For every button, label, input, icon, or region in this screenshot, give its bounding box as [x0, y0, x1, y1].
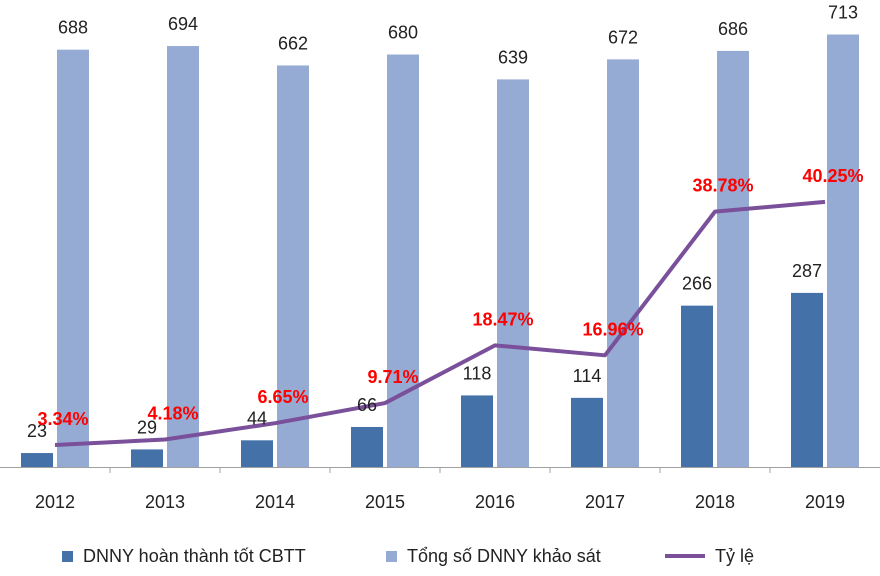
series-dnny-bars: [21, 292, 823, 467]
data-label-total-2012: 688: [58, 18, 88, 38]
data-label-dnny-2012: 23: [27, 421, 47, 441]
bar-dnny-2014: [241, 440, 273, 467]
x-tick-label-2019: 2019: [805, 492, 845, 512]
x-tick-label-2014: 2014: [255, 492, 295, 512]
legend-item-ratio: Tỷ lệ: [665, 546, 754, 567]
bar-total-2015: [387, 54, 419, 468]
legend-swatch-dnny: [62, 550, 73, 562]
legend-swatch-ratio: [665, 554, 705, 558]
bar-total-2017: [607, 59, 639, 468]
bar-dnny-2016: [461, 395, 493, 467]
bar-dnny-2013: [131, 449, 163, 467]
x-tick-label-2015: 2015: [365, 492, 405, 512]
bar-total-2016: [497, 79, 529, 467]
legend: DNNY hoàn thành tốt CBTT Tổng số DNNY kh…: [0, 540, 880, 572]
chart: 2012 2013 2014 2015 2016 2017 2018 2019 23 688 29…: [0, 3, 880, 512]
data-label-dnny-2017: 114: [573, 366, 602, 386]
bar-total-2013: [167, 46, 199, 467]
data-label-total-2017: 672: [608, 27, 638, 47]
x-tick-label-2016: 2016: [475, 492, 515, 512]
data-label-total-2013: 694: [168, 14, 198, 34]
data-label-ratio-2019: 40.25%: [802, 166, 863, 186]
data-label-ratio-2012: 3.34%: [37, 409, 88, 429]
data-label-dnny-2013: 29: [137, 417, 157, 437]
data-label-dnny-2016: 118: [463, 363, 492, 383]
legend-label-dnny: DNNY hoàn thành tốt CBTT: [83, 545, 306, 566]
data-label-ratio-2015: 9.71%: [367, 367, 418, 387]
bar-dnny-2018: [681, 305, 713, 467]
data-label-ratio-2016: 18.47%: [472, 309, 533, 329]
x-axis: 2012 2013 2014 2015 2016 2017 2018 2019: [0, 467, 880, 512]
data-label-dnny-2018: 266: [682, 274, 712, 294]
data-label-ratio-2014: 6.65%: [257, 387, 308, 407]
data-label-dnny-2015: 66: [357, 395, 377, 415]
data-label-total-2014: 662: [278, 33, 308, 53]
x-tick-label-2012: 2012: [35, 492, 75, 512]
data-label-ratio-2013: 4.18%: [147, 403, 198, 423]
data-label-ratio-2018: 38.78%: [692, 176, 753, 196]
bar-dnny-2015: [351, 426, 383, 467]
bar-dnny-2017: [571, 397, 603, 467]
data-label-dnny-2019: 287: [792, 261, 822, 281]
bar-total-2019: [827, 34, 859, 467]
bar-dnny-2019: [791, 292, 823, 467]
data-label-ratio-2017: 16.96%: [582, 319, 643, 339]
legend-label-total: Tổng số DNNY khảo sát: [407, 545, 601, 566]
data-labels: 23 688 29 694 44 662 66 680 118 639 114 672 266 686 28…: [27, 3, 864, 442]
data-label-total-2016: 639: [498, 47, 528, 67]
legend-label-ratio: Tỷ lệ: [715, 545, 755, 566]
bar-dnny-2012: [21, 453, 53, 467]
bar-total-2012: [57, 49, 89, 468]
legend-item-total: Tổng số DNNY khảo sát: [386, 546, 601, 567]
x-tick-label-2018: 2018: [695, 492, 735, 512]
bar-total-2014: [277, 65, 309, 468]
x-tick-label-2013: 2013: [145, 492, 185, 512]
data-label-total-2018: 686: [718, 19, 748, 39]
legend-item-dnny: DNNY hoàn thành tốt CBTT: [62, 546, 306, 567]
data-label-total-2015: 680: [388, 23, 418, 43]
data-label-dnny-2014: 44: [247, 408, 267, 428]
series-ratio-line: [54, 199, 826, 448]
legend-swatch-total: [386, 550, 397, 562]
ratio-line: [54, 199, 826, 448]
x-tick-label-2017: 2017: [585, 492, 625, 512]
bar-total-2018: [717, 50, 749, 467]
series-total-bars: [57, 34, 859, 468]
data-label-total-2019: 713: [828, 3, 858, 23]
